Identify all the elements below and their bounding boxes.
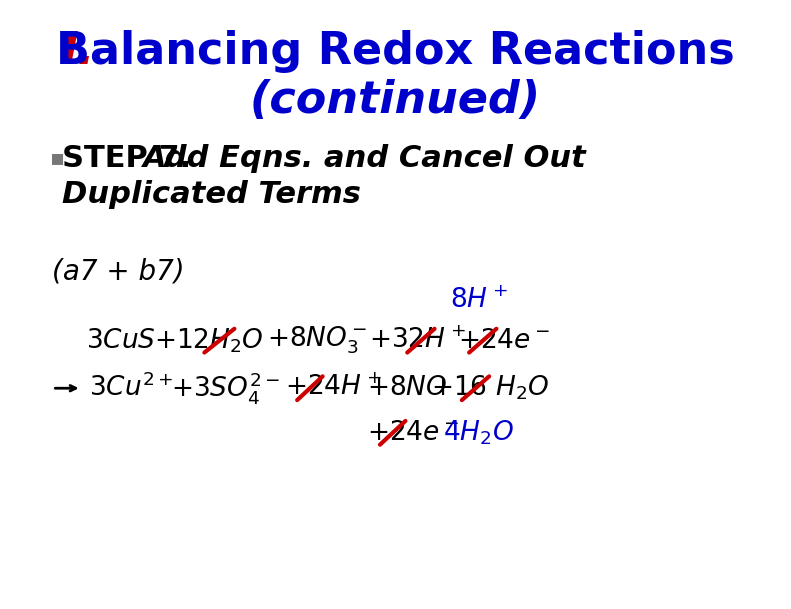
Text: $+24e^-$: $+24e^-$ xyxy=(367,420,460,446)
Text: $4H_2O$: $4H_2O$ xyxy=(443,418,513,447)
Text: Add Eqns. and Cancel Out: Add Eqns. and Cancel Out xyxy=(143,144,587,173)
Text: $8H^+$: $8H^+$ xyxy=(450,288,508,314)
Text: (continued): (continued) xyxy=(250,79,541,122)
Text: $+ 3SO_4^{2-}$: $+ 3SO_4^{2-}$ xyxy=(171,370,280,406)
Text: $+ 32H^+$: $+ 32H^+$ xyxy=(369,328,466,354)
Text: $+ 24H^+$: $+ 24H^+$ xyxy=(286,375,382,401)
Text: $3CuS$: $3CuS$ xyxy=(86,328,156,354)
Text: I.: I. xyxy=(62,30,95,73)
Text: Duplicated Terms: Duplicated Terms xyxy=(62,180,361,208)
Text: ▪: ▪ xyxy=(50,149,65,168)
Text: $+16\ H_2O$: $+16\ H_2O$ xyxy=(431,374,549,403)
Text: (a7 + b7): (a7 + b7) xyxy=(52,258,185,285)
Text: $+ 8NO$: $+ 8NO$ xyxy=(367,375,448,401)
Text: $+ 12H_2O$: $+ 12H_2O$ xyxy=(154,326,264,355)
Text: $+ 24e^-$: $+ 24e^-$ xyxy=(458,328,551,354)
Text: $+ 8NO_3^-$: $+ 8NO_3^-$ xyxy=(267,325,368,356)
Text: STEP 7.: STEP 7. xyxy=(62,144,191,173)
Text: $3Cu^{2+}$: $3Cu^{2+}$ xyxy=(89,374,173,403)
Text: Balancing Redox Reactions: Balancing Redox Reactions xyxy=(56,30,735,73)
